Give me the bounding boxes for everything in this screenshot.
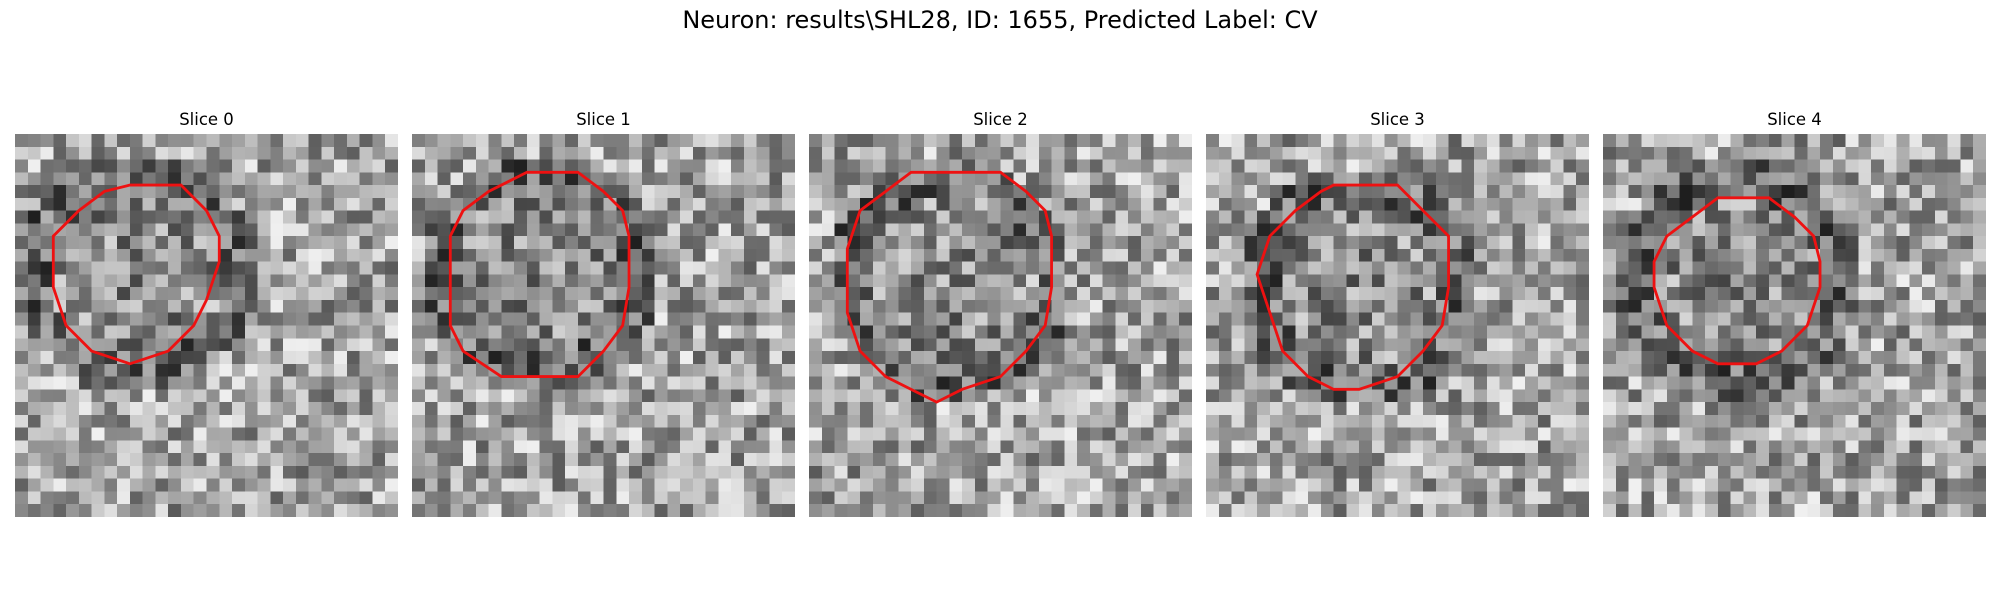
- slice-image-0: [15, 134, 398, 517]
- slice-image-4: [1603, 134, 1986, 517]
- segmentation-contour: [845, 170, 1053, 404]
- slice-panel-4: Slice 4: [1603, 108, 1986, 517]
- slice-panel-3: Slice 3: [1206, 108, 1589, 517]
- slice-image-1: [412, 134, 795, 517]
- slice-image-2: [809, 134, 1192, 517]
- slice-panel-1: Slice 1: [412, 108, 795, 517]
- slice-title: Slice 1: [576, 110, 631, 129]
- segmentation-contour: [1652, 196, 1822, 366]
- slice-panel-2: Slice 2: [809, 108, 1192, 517]
- slice-title: Slice 0: [179, 110, 234, 129]
- slice-panel-0: Slice 0: [15, 108, 398, 517]
- slice-title: Slice 2: [973, 110, 1028, 129]
- segmentation-contour: [448, 170, 631, 378]
- slice-title: Slice 3: [1370, 110, 1425, 129]
- slice-title: Slice 4: [1767, 110, 1822, 129]
- segmentation-contour: [1255, 183, 1450, 391]
- segmentation-contour: [51, 183, 221, 366]
- slice-image-3: [1206, 134, 1589, 517]
- figure-title: Neuron: results\SHL28, ID: 1655, Predict…: [682, 6, 1318, 34]
